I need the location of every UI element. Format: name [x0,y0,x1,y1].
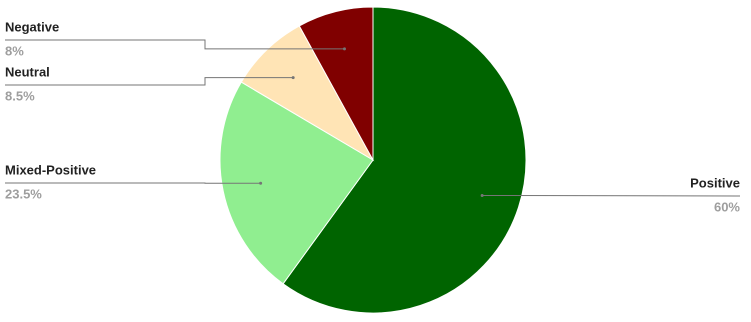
leader-line [5,39,345,50]
slice-label: Neutral [5,64,50,79]
leader-dot [480,193,484,197]
slice-label: Mixed-Positive [5,162,96,177]
slice-label: Positive [690,175,740,190]
leader-line [5,77,294,86]
leader-dot [342,47,346,51]
slice-value: 23.5% [5,186,42,201]
pie-slice [219,81,374,285]
pie-slice [282,6,527,314]
slice-value: 60% [714,199,740,214]
leader-line [482,194,741,197]
leader-dot [259,181,263,185]
slice-value: 8.5% [5,88,35,103]
pie-slice [298,6,374,161]
leader-dot [291,76,295,80]
slice-value: 8% [5,43,24,58]
slice-label: Negative [5,19,59,34]
